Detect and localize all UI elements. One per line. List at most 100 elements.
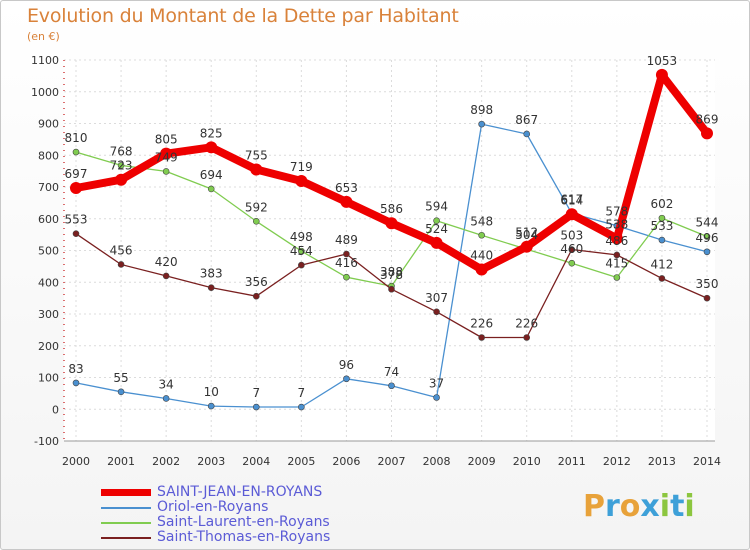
logo-letter: P [583, 489, 605, 524]
legend-swatch [101, 522, 151, 524]
data-point [117, 261, 125, 268]
y-tick-label: -100 [34, 435, 59, 448]
x-tick-label: 2003 [197, 455, 225, 468]
data-point [610, 232, 623, 245]
legend-swatch [101, 507, 151, 509]
data-label: 7 [298, 386, 306, 400]
data-point [568, 259, 576, 267]
data-label: 592 [245, 200, 268, 214]
data-label: 602 [650, 197, 673, 211]
data-point [298, 261, 305, 269]
data-point [162, 272, 170, 280]
data-point [295, 174, 308, 187]
x-tick-label: 2009 [468, 455, 496, 468]
legend-label: Saint-Thomas-en-Royans [157, 529, 331, 545]
data-label: 37 [429, 377, 444, 391]
x-tick-label: 2010 [513, 455, 541, 468]
data-point [520, 240, 533, 253]
data-label: 553 [65, 213, 88, 227]
data-point [433, 308, 440, 316]
x-tick-label: 2007 [378, 455, 406, 468]
data-label: 749 [155, 150, 178, 164]
data-label: 533 [650, 219, 673, 233]
chart-subtitle: (en €) [27, 30, 60, 43]
data-label: 578 [605, 205, 628, 219]
data-label: 867 [515, 113, 538, 127]
data-label: 96 [339, 358, 354, 372]
data-point [430, 236, 443, 249]
data-label: 694 [200, 168, 223, 182]
data-point [613, 274, 621, 281]
data-label: 548 [470, 214, 493, 228]
data-label: 496 [696, 231, 719, 245]
logo-letter: i [659, 489, 671, 524]
data-label: 83 [68, 362, 83, 376]
data-label: 723 [110, 159, 133, 173]
data-point [385, 217, 398, 230]
data-point [565, 208, 578, 221]
y-tick-label: 500 [38, 245, 59, 258]
legend-label: SAINT-JEAN-EN-ROYANS [157, 484, 323, 500]
data-label: 226 [515, 316, 538, 330]
data-label: 74 [384, 365, 399, 379]
data-label: 350 [696, 277, 719, 291]
data-point [207, 284, 215, 291]
data-point [117, 388, 125, 396]
data-label: 544 [696, 216, 719, 230]
data-point [475, 263, 488, 276]
series-layer [70, 68, 713, 411]
chart-title: Evolution du Montant de la Dette par Hab… [27, 5, 459, 27]
data-label: 594 [425, 200, 448, 214]
data-label: 503 [560, 229, 583, 243]
data-point [703, 233, 711, 240]
data-label: 10 [204, 385, 219, 399]
logo-letter: i [684, 489, 695, 524]
y-tick-label: 1000 [31, 86, 59, 99]
x-tick-label: 2014 [693, 455, 721, 468]
data-label: 226 [470, 316, 493, 330]
data-label: 504 [515, 228, 538, 242]
data-label: 614 [560, 193, 583, 207]
data-point [250, 163, 263, 176]
logo-letter: x [640, 489, 660, 524]
legend-swatch [101, 537, 151, 539]
x-tick-label: 2000 [62, 455, 90, 468]
y-tick-label: 0 [52, 403, 59, 416]
x-tick-label: 2002 [152, 455, 180, 468]
data-point [703, 294, 711, 302]
data-label: 697 [65, 167, 88, 181]
data-point [162, 395, 170, 402]
data-point [523, 130, 531, 138]
data-label: 498 [290, 230, 313, 244]
y-tick-label: 600 [38, 213, 59, 226]
data-label: 416 [335, 256, 358, 270]
data-label: 415 [605, 256, 628, 270]
data-point [655, 68, 668, 81]
data-point [252, 292, 260, 300]
legend-label: Saint-Laurent-en-Royans [157, 514, 330, 530]
logo-letter: o [619, 489, 641, 524]
data-label: 869 [696, 112, 719, 126]
legend-label: Oriol-en-Royans [157, 499, 269, 515]
legend-swatch [101, 489, 151, 496]
data-label: 538 [605, 217, 628, 231]
label-layer: 83 55 34 10 7 7 96 74 37 898 867 617 578 533 496 810 768… [65, 54, 719, 400]
data-point [72, 148, 80, 156]
data-point [478, 120, 485, 128]
x-tick-label: 2011 [558, 455, 586, 468]
data-label: 55 [113, 371, 128, 385]
data-label: 454 [290, 244, 313, 258]
data-point [433, 217, 440, 224]
data-point [252, 217, 260, 225]
data-label: 356 [245, 275, 268, 289]
data-label: 420 [155, 255, 178, 269]
data-label: 378 [380, 268, 403, 282]
data-label: 460 [560, 242, 583, 256]
data-label: 898 [470, 103, 493, 117]
data-point [298, 403, 305, 411]
x-tick-label: 2012 [603, 455, 631, 468]
data-point [388, 382, 395, 390]
y-tick-label: 900 [38, 118, 59, 131]
x-tick-label: 2006 [332, 455, 360, 468]
